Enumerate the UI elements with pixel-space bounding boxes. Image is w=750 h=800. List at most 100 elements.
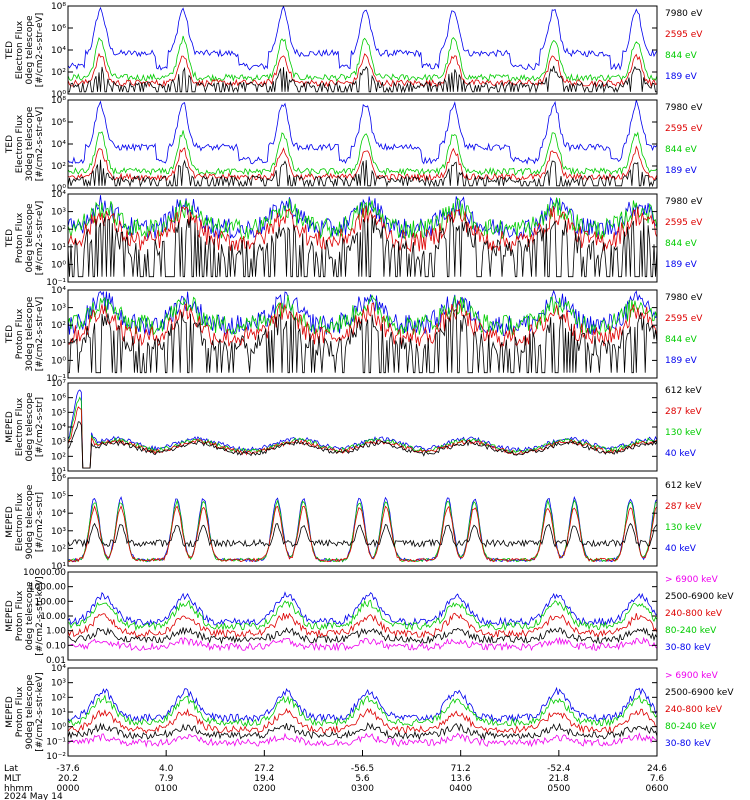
legend-entry: 189 eV [665, 72, 698, 82]
panel-4: 10⁻¹ 10⁰ 10¹ 10² 10³ 10⁴ TED Proton Flux 30deg t… [5, 286, 703, 384]
series-line-4-1 [68, 309, 658, 374]
y-tick-label: 10⁸ [51, 96, 66, 106]
y-tick-label: 10¹ [51, 467, 66, 477]
y-tick-label: 10⁰ [51, 260, 66, 270]
x-tick-hhmm: 0000 [57, 784, 80, 794]
x-tick-hhmm: 0400 [449, 784, 472, 794]
y-axis-label: TED [5, 325, 15, 344]
y-tick-label: 10³ [51, 304, 66, 314]
panel-7: 0.01 0.10 1.00 10.00 100.00 1000.00 10000.00 ME… [5, 568, 734, 666]
series-line-2-4 [67, 99, 658, 165]
y-axis-label: MEPED [5, 411, 15, 443]
legend-entry: 612 keV [665, 386, 702, 396]
y-axis-label: 0deg telescope [25, 15, 35, 85]
y-axis-label: TED [5, 229, 15, 248]
legend-entry: 7980 eV [665, 103, 703, 113]
series-line-8-3 [67, 707, 658, 734]
panel-frame [67, 477, 658, 567]
y-tick-label: 1000.00 [29, 583, 66, 593]
legend-entry: 287 keV [665, 502, 702, 512]
series-line-5-4 [67, 389, 658, 469]
y-tick-label: 10² [51, 225, 66, 235]
y-tick-label: 10⁶ [51, 118, 66, 128]
panel-1: 10⁰ 10² 10⁴ 10⁶ 10⁸ TED Electron Flux 0deg tele… [5, 2, 703, 100]
legend-entry: 2595 eV [665, 314, 703, 324]
series-line-2-2 [67, 145, 658, 182]
y-tick-label: 0.10 [46, 641, 66, 651]
legend-entry: 40 keV [665, 449, 697, 459]
panel-frame [67, 193, 658, 283]
series-line-1-4 [67, 5, 658, 71]
y-tick-label: 10⁶ [51, 474, 66, 484]
panel-6: 10¹ 10² 10³ 10⁴ 10⁵ 10⁶ MEPED Electron Flux 90de… [5, 474, 702, 572]
series-line-2-1 [67, 159, 658, 188]
legend-entry: 189 eV [665, 166, 698, 176]
y-tick-label: 10⁵ [51, 492, 66, 502]
legend-entry: 2595 eV [665, 30, 703, 40]
y-axis-label: 0deg telescope [25, 203, 35, 273]
legend-entry: 7980 eV [665, 293, 703, 303]
y-axis-label: [#/cm2-s-str-eV] [35, 107, 45, 182]
panel-5: 10¹ 10² 10³ 10⁴ 10⁵ 10⁶ 10⁷ MEPED Electron Flux 0… [5, 379, 702, 477]
panel-frame [67, 571, 658, 661]
legend-entry: 2595 eV [665, 218, 703, 228]
y-tick-label: 10¹ [51, 339, 66, 349]
x-tick-lat: -52.4 [547, 764, 571, 774]
y-axis-label: 30deg telescope [25, 106, 35, 181]
y-tick-label: 10² [51, 321, 66, 331]
y-axis-label: Electron Flux [15, 492, 25, 551]
y-tick-label: 10⁴ [51, 190, 66, 200]
series-line-6-2 [67, 505, 658, 563]
y-tick-label: 10¹ [51, 708, 66, 718]
series-line-1-2 [67, 52, 658, 88]
y-tick-label: 10⁻¹ [46, 737, 66, 747]
panel-8: 10⁻² 10⁻¹ 10⁰ 10¹ 10² 10³ 10⁴ MEPED Proton Flux 9… [5, 664, 734, 762]
panel-frame [67, 382, 658, 472]
y-tick-label: 10⁰ [51, 723, 66, 733]
y-tick-label: 10³ [51, 438, 66, 448]
x-tick-hhmm: 0500 [547, 784, 570, 794]
y-axis-label: [#/cm2-s-str-eV] [35, 13, 45, 88]
panel-2: 10⁰ 10² 10⁴ 10⁶ 10⁸ TED Electron Flux 30deg tel… [5, 96, 703, 194]
x-row-label: Lat [4, 764, 19, 774]
legend-entry: 189 eV [665, 356, 698, 366]
series-line-3-3 [67, 197, 658, 240]
y-axis-label: Proton Flux [15, 590, 25, 641]
y-tick-label: 10⁻¹ [46, 278, 66, 288]
y-axis-label: [#/cm2-s-str] [35, 492, 45, 552]
y-tick-label: 10⁸ [51, 2, 66, 12]
x-tick-mlt: 20.2 [58, 774, 78, 784]
x-tick-hhmm: 0200 [253, 784, 276, 794]
series-line-5-2 [67, 406, 658, 469]
legend-entry: 7980 eV [665, 9, 703, 19]
series-line-3-2 [67, 205, 658, 253]
legend-entry: 80-240 keV [665, 626, 717, 636]
y-tick-label: 10⁷ [51, 379, 66, 389]
y-axis-label: TED [5, 41, 15, 60]
legend-entry: 2595 eV [665, 124, 703, 134]
x-tick-lat: 71.2 [451, 764, 471, 774]
y-axis-label: Proton Flux [15, 686, 25, 737]
legend-entry: 130 keV [665, 428, 702, 438]
y-axis-label: TED [5, 135, 15, 154]
y-axis-label: 30deg telescope [25, 296, 35, 371]
y-tick-label: 10³ [51, 679, 66, 689]
x-tick-hhmm: 0300 [351, 784, 374, 794]
x-axis-date: 2024 May 14 [4, 792, 63, 800]
y-tick-label: 10² [51, 544, 66, 554]
series-line-7-3 [67, 612, 658, 639]
y-tick-label: 1.00 [46, 627, 66, 637]
y-tick-label: 10² [51, 693, 66, 703]
series-line-7-4 [68, 599, 658, 632]
y-axis-label: 0deg telescope [25, 392, 35, 462]
x-row-label: MLT [4, 774, 22, 784]
series-line-1-3 [67, 35, 658, 83]
y-axis-label: MEPED [5, 696, 15, 728]
y-axis-label: Electron Flux [15, 114, 25, 173]
y-tick-label: 10⁴ [51, 46, 66, 56]
legend-entry: 2500-6900 keV [665, 688, 734, 698]
y-axis-label: [#/cm2-s-str-keV] [35, 672, 45, 751]
x-tick-mlt: 7.6 [650, 774, 665, 784]
legend-entry: 612 keV [665, 481, 702, 491]
